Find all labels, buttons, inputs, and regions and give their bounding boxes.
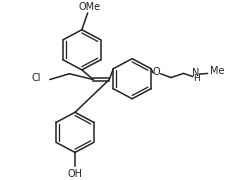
Text: O: O: [152, 68, 160, 77]
Text: OH: OH: [67, 169, 82, 179]
Text: N: N: [192, 68, 199, 78]
Text: OMe: OMe: [79, 2, 101, 12]
Text: Cl: Cl: [31, 73, 41, 83]
Text: H: H: [192, 74, 199, 83]
Text: Me: Me: [209, 66, 224, 76]
